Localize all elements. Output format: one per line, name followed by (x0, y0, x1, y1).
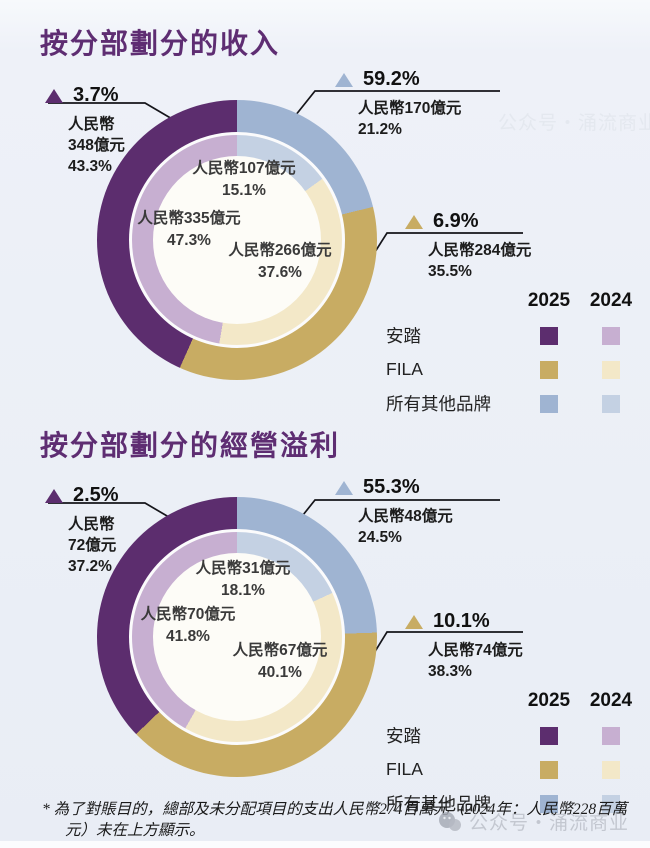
growth-up-triangle-icon (335, 72, 353, 87)
profit-other-value: 人民幣48億元 (358, 508, 453, 525)
profit-donut-center (153, 553, 321, 721)
profit-fila-value: 人民幣74億元 (428, 642, 523, 659)
anta-2025-swatch (540, 726, 558, 745)
fila-2024-swatch (602, 360, 620, 379)
profit-inner-label-fila: 人民幣67億元 40.1% (180, 640, 380, 684)
watermark-text: 公众号・涌流商业 (498, 113, 650, 134)
watermark-bottom: 公众号・涌流商业 (438, 808, 629, 835)
profit-anta-growth: 2.5% (73, 484, 119, 506)
growth-up-triangle-icon (45, 488, 63, 503)
profit-title: 按分部劃分的經營溢利 (40, 430, 341, 461)
legend-label-anta: 安踏 (386, 726, 421, 746)
revenue-other-growth: 59.2% (363, 68, 420, 90)
profit-other-growth: 55.3% (363, 476, 420, 498)
revenue-fila-growth-row: 6.9% (405, 210, 531, 233)
profit-inner-other-pct: 18.1% (221, 582, 265, 599)
revenue-other-growth-row: 59.2% (335, 68, 461, 91)
other-2025-swatch (540, 394, 558, 413)
legend-header-2025: 2025 (527, 690, 571, 711)
profit-fila-growth: 10.1% (433, 610, 490, 632)
revenue-inner-anta-value: 人民幣335億元 (137, 210, 241, 227)
profit-inner-anta-pct: 41.8% (166, 628, 210, 645)
revenue-annotation-fila: 6.9% 人民幣284億元 35.5% (405, 210, 531, 282)
fila-2024-swatch (602, 760, 620, 779)
legend-label-other: 所有其他品牌 (386, 794, 491, 814)
fila-2025-swatch (540, 760, 558, 779)
profit-inner-label-other: 人民幣31億元 18.1% (143, 558, 343, 602)
revenue-anta-currency: 人民幣 (68, 116, 115, 133)
other-2024-swatch (602, 794, 620, 813)
profit-annotation-anta: 2.5% 人民幣 72億元 37.2% (45, 484, 119, 577)
anta-2025-swatch (540, 326, 558, 345)
profit-inner-other-value: 人民幣31億元 (195, 560, 291, 577)
revenue-donut-chart[interactable] (97, 100, 377, 380)
legend-label-fila: FILA (386, 759, 423, 779)
wechat-logo-icon (438, 811, 462, 833)
growth-up-triangle-icon (405, 214, 423, 229)
growth-up-triangle-icon (335, 480, 353, 495)
watermark-text: 公众号・涌流商业 (469, 813, 630, 834)
fila-2025-swatch (540, 360, 558, 379)
anta-2024-swatch (602, 326, 620, 345)
profit-fila-share: 38.3% (428, 663, 472, 680)
watermark-top: 公众号・涌流商业 (498, 108, 650, 135)
revenue-fila-share: 35.5% (428, 263, 472, 280)
bottom-strip (0, 841, 650, 848)
profit-inner-label-anta: 人民幣70億元 41.8% (88, 604, 288, 648)
profit-fila-growth-row: 10.1% (405, 610, 523, 633)
profit-annotation-other: 55.3% 人民幣48億元 24.5% (335, 476, 453, 548)
revenue-anta-share: 43.3% (68, 158, 112, 175)
profit-inner-fila-pct: 40.1% (258, 664, 302, 681)
profit-anta-value: 72億元 (68, 537, 117, 554)
growth-up-triangle-icon (405, 614, 423, 629)
profit-other-share: 24.5% (358, 529, 402, 546)
revenue-other-share: 21.2% (358, 121, 402, 138)
legend-header-2024: 2024 (589, 690, 633, 711)
revenue-other-value: 人民幣170億元 (358, 100, 462, 117)
revenue-donut-center (153, 156, 321, 324)
revenue-title: 按分部劃分的收入 (40, 28, 281, 59)
revenue-anta-growth: 3.7% (73, 84, 119, 106)
revenue-fila-value: 人民幣284億元 (428, 242, 532, 259)
profit-other-growth-row: 55.3% (335, 476, 453, 499)
legend-label-fila: FILA (386, 359, 423, 379)
profit-inner-fila-value: 人民幣67億元 (232, 642, 328, 659)
revenue-inner-label-other: 人民幣107億元 15.1% (144, 158, 344, 202)
revenue-inner-other-pct: 15.1% (222, 182, 266, 199)
revenue-fila-growth: 6.9% (433, 210, 479, 232)
profit-anta-growth-row: 2.5% (45, 484, 119, 507)
other-2025-swatch (540, 794, 558, 813)
profit-inner-anta-value: 人民幣70億元 (140, 606, 236, 623)
profit-annotation-fila: 10.1% 人民幣74億元 38.3% (405, 610, 523, 682)
revenue-inner-other-value: 人民幣107億元 (192, 160, 296, 177)
profit-donut-chart[interactable] (97, 497, 377, 777)
revenue-inner-fila-pct: 37.6% (258, 264, 302, 281)
legend-label-other: 所有其他品牌 (386, 394, 491, 414)
revenue-inner-label-fila: 人民幣266億元 37.6% (180, 240, 380, 284)
revenue-legend: 2025 2024 安踏 FILA 所有其他品牌 (386, 290, 642, 416)
revenue-inner-label-anta: 人民幣335億元 47.3% (89, 208, 289, 252)
profit-legend: 2025 2024 安踏 FILA 所有其他品牌 (386, 690, 642, 816)
revenue-anta-growth-row: 3.7% (45, 84, 125, 107)
revenue-annotation-other: 59.2% 人民幣170億元 21.2% (335, 68, 461, 140)
profit-anta-currency: 人民幣 (68, 516, 115, 533)
footnote: * 為了對賬目的，總部及未分配項目的支出人民幣274百萬元（2024年：人民幣2… (42, 801, 628, 839)
revenue-inner-anta-pct: 47.3% (167, 232, 211, 249)
profit-anta-share: 37.2% (68, 558, 112, 575)
legend-header-2024: 2024 (589, 290, 633, 311)
legend-header-2025: 2025 (527, 290, 571, 311)
revenue-annotation-anta: 3.7% 人民幣 348億元 43.3% (45, 84, 125, 177)
legend-label-anta: 安踏 (386, 326, 421, 346)
anta-2024-swatch (602, 726, 620, 745)
growth-up-triangle-icon (45, 88, 63, 103)
revenue-anta-value: 348億元 (68, 137, 125, 154)
other-2024-swatch (602, 394, 620, 413)
revenue-inner-fila-value: 人民幣266億元 (228, 242, 332, 259)
